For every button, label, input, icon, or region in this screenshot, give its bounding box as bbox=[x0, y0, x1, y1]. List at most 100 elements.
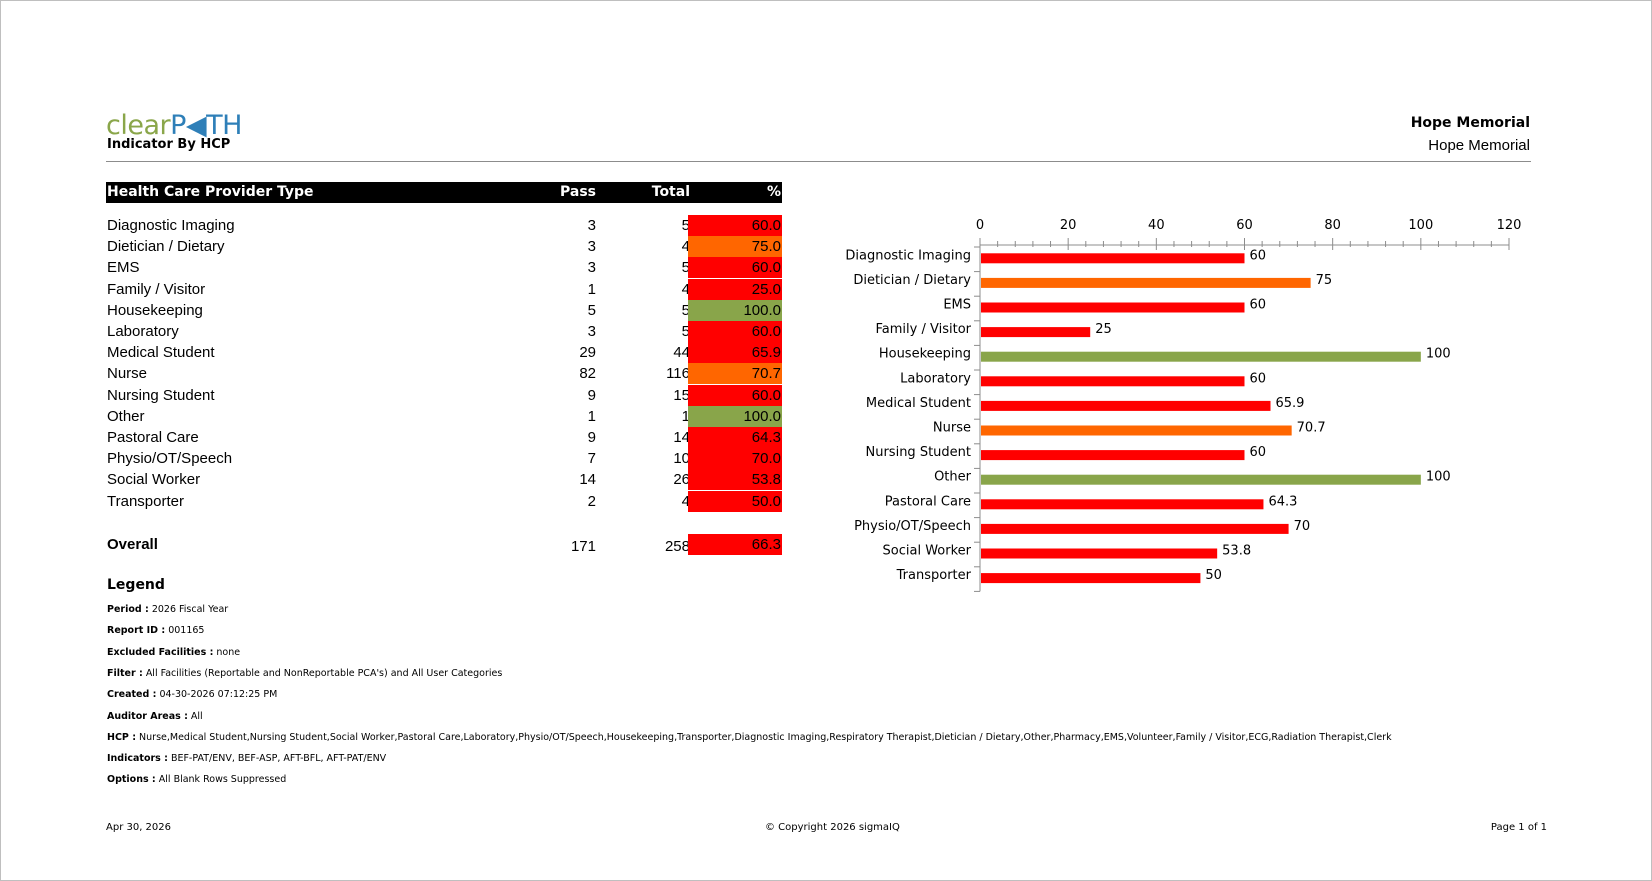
column-header-pass: Pass bbox=[560, 184, 596, 200]
legend-item-label: Filter : bbox=[107, 667, 143, 679]
legend-item-label: Report ID : bbox=[107, 625, 166, 637]
legend-item: Filter : All Facilities (Reportable and … bbox=[107, 668, 502, 679]
total-cell: 10 bbox=[673, 450, 690, 468]
legend-item-value: 001165 bbox=[168, 625, 205, 637]
hcp-type-cell: Transporter bbox=[107, 492, 184, 510]
table-row: Physio/OT/Speech 7 10 70.0 bbox=[106, 448, 782, 470]
table-row: Laboratory 3 5 60.0 bbox=[106, 321, 782, 342]
legend-item: Options : All Blank Rows Suppressed bbox=[107, 774, 286, 785]
percent-cell: 53.8 bbox=[688, 469, 782, 491]
table-row: Other 1 1 100.0 bbox=[106, 405, 782, 427]
table-header: Health Care Provider Type Pass Total % bbox=[106, 182, 782, 203]
pass-cell: 2 bbox=[587, 492, 596, 510]
legend-title: Legend bbox=[107, 577, 165, 593]
column-header-total: Total bbox=[651, 184, 690, 200]
legend-item-value: All Blank Rows Suppressed bbox=[158, 774, 287, 786]
clearpath-logo: clearP◀TH bbox=[106, 111, 242, 141]
total-cell: 14 bbox=[673, 429, 690, 446]
hcp-type-cell: Other bbox=[107, 407, 145, 425]
pass-cell: 1 bbox=[587, 407, 596, 425]
percent-cell: 100.0 bbox=[688, 405, 782, 427]
percent-cell: 60.0 bbox=[688, 215, 782, 236]
percent-cell: 50.0 bbox=[688, 490, 782, 512]
hcp-type-cell: Family / Visitor bbox=[107, 280, 206, 298]
hcp-type-cell: Medical Student bbox=[107, 344, 215, 362]
table-row: Pastoral Care 9 14 64.3 bbox=[106, 427, 782, 448]
pass-cell: 82 bbox=[579, 365, 596, 383]
total-cell: 5 bbox=[681, 323, 690, 340]
percent-cell: 70.0 bbox=[688, 448, 782, 470]
legend-item-label: Auditor Areas : bbox=[107, 710, 188, 722]
legend-item: Excluded Facilities : none bbox=[107, 647, 240, 658]
overall-percent: 66.3 bbox=[688, 534, 782, 555]
overall-label: Overall bbox=[107, 536, 158, 553]
pass-cell: 5 bbox=[587, 301, 596, 319]
total-cell: 4 bbox=[681, 492, 690, 510]
pass-cell: 29 bbox=[579, 344, 596, 362]
header-divider bbox=[106, 161, 1531, 162]
legend-item: HCP : Nurse,Medical Student,Nursing Stud… bbox=[107, 732, 1392, 743]
legend-item-label: Period : bbox=[107, 604, 149, 615]
logo-text-clear: clear bbox=[106, 110, 171, 141]
total-cell: 15 bbox=[673, 386, 690, 404]
pass-cell: 3 bbox=[587, 323, 596, 340]
legend-item: Created : 04-30-2026 07:12:25 PM bbox=[107, 689, 277, 700]
table-row: Medical Student 29 44 65.9 bbox=[106, 342, 782, 364]
legend-item-value: BEF-PAT/ENV, BEF-ASP, AFT-BFL, AFT-PAT/E… bbox=[170, 753, 387, 765]
hcp-type-cell: Physio/OT/Speech bbox=[107, 450, 233, 468]
legend-item-value: All Facilities (Reportable and NonReport… bbox=[145, 667, 503, 679]
legend-item: Report ID : 001165 bbox=[107, 625, 204, 636]
percent-cell: 75.0 bbox=[688, 236, 782, 258]
total-cell: 116 bbox=[666, 365, 690, 383]
hcp-type-cell: Diagnostic Imaging bbox=[107, 217, 235, 234]
percent-cell: 60.0 bbox=[688, 384, 782, 406]
legend-item-label: Options : bbox=[107, 774, 156, 786]
hospital-name-bold: Hope Memorial bbox=[1410, 115, 1530, 131]
hcp-type-cell: Laboratory bbox=[107, 323, 179, 340]
table-row: Transporter 2 4 50.0 bbox=[106, 490, 782, 512]
column-header-percent: % bbox=[766, 184, 781, 200]
logo-text-path: P◀TH bbox=[170, 110, 242, 141]
percent-cell: 60.0 bbox=[688, 321, 782, 342]
pass-cell: 14 bbox=[579, 471, 596, 489]
total-cell: 4 bbox=[681, 238, 690, 256]
pass-cell: 3 bbox=[587, 259, 596, 277]
hcp-type-cell: Nurse bbox=[107, 365, 148, 383]
table-row: Dietician / Dietary 3 4 75.0 bbox=[106, 236, 782, 258]
total-cell: 4 bbox=[681, 280, 690, 298]
legend-item-value: Nurse,Medical Student,Nursing Student,So… bbox=[139, 731, 1392, 743]
table-row: Housekeeping 5 5 100.0 bbox=[106, 299, 782, 321]
footer-copyright: © Copyright 2026 sigmaIQ bbox=[765, 822, 900, 833]
pass-cell: 9 bbox=[587, 429, 596, 446]
hcp-type-cell: Nursing Student bbox=[107, 386, 215, 404]
pass-cell: 7 bbox=[587, 450, 596, 468]
table-row: Diagnostic Imaging 3 5 60.0 bbox=[106, 215, 782, 236]
legend-item: Auditor Areas : All bbox=[107, 711, 203, 722]
percent-cell: 65.9 bbox=[688, 342, 782, 364]
total-cell: 5 bbox=[681, 301, 690, 319]
legend-item-label: Indicators : bbox=[107, 753, 168, 765]
hcp-type-cell: EMS bbox=[107, 259, 140, 277]
report-title: Indicator By HCP bbox=[107, 137, 231, 152]
hcp-type-cell: Pastoral Care bbox=[107, 429, 199, 446]
hospital-name: Hope Memorial bbox=[1428, 137, 1530, 154]
table-row: Nurse 82 116 70.7 bbox=[106, 363, 782, 385]
total-cell: 1 bbox=[681, 407, 690, 425]
legend-item: Period : 2026 Fiscal Year bbox=[107, 604, 228, 615]
total-cell: 26 bbox=[673, 471, 690, 489]
legend-item-value: none bbox=[216, 646, 241, 658]
total-cell: 5 bbox=[681, 217, 690, 234]
hcp-type-cell: Social Worker bbox=[107, 471, 201, 489]
legend-item-value: 2026 Fiscal Year bbox=[151, 604, 229, 615]
table-row: Nursing Student 9 15 60.0 bbox=[106, 384, 782, 406]
table-row: Social Worker 14 26 53.8 bbox=[106, 469, 782, 491]
overall-row: Overall 171 258 66.3 bbox=[106, 534, 782, 555]
legend-item: Indicators : BEF-PAT/ENV, BEF-ASP, AFT-B… bbox=[107, 753, 386, 764]
legend-item-value: All bbox=[190, 710, 203, 722]
percent-cell: 70.7 bbox=[688, 363, 782, 385]
pass-cell: 3 bbox=[587, 217, 596, 234]
overall-total: 258 bbox=[664, 538, 690, 555]
percent-cell: 100.0 bbox=[688, 299, 782, 321]
percent-cell: 64.3 bbox=[688, 427, 782, 448]
total-cell: 5 bbox=[681, 259, 690, 277]
